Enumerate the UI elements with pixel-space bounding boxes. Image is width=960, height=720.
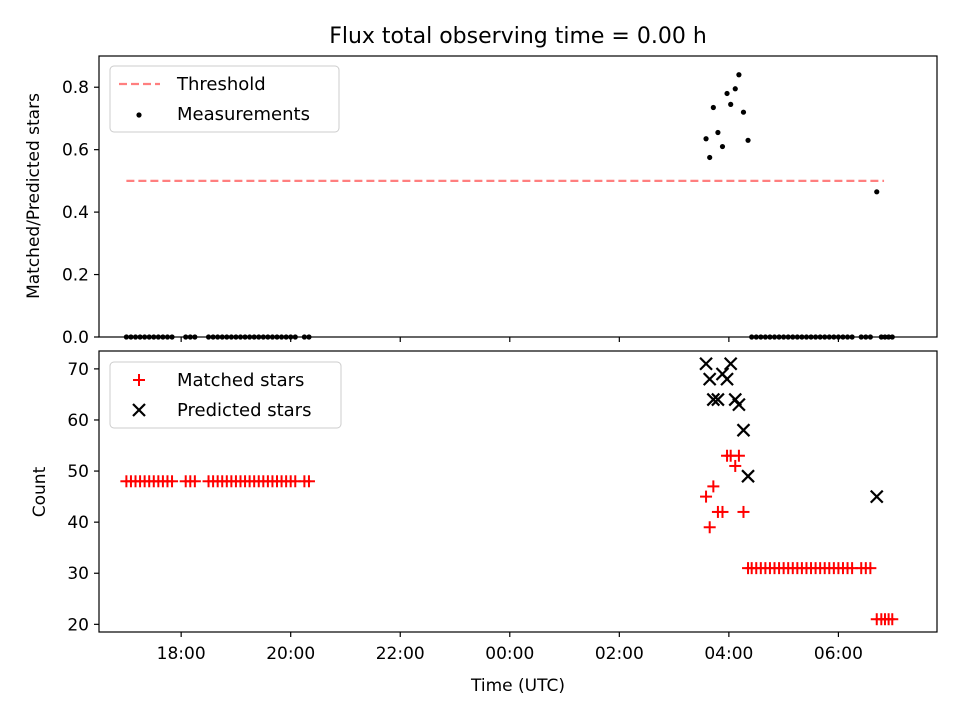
predicted-star-marker — [699, 356, 713, 371]
measurement-point — [736, 72, 742, 78]
matched-star-marker — [729, 459, 742, 472]
top-y-axis-label: Matched/Predicted stars — [24, 93, 44, 299]
matched-star-marker — [700, 490, 713, 503]
measurement-point — [707, 154, 713, 161]
bottom-y-axis-label: Count — [30, 466, 50, 517]
bottom-y-tick-label: 60 — [67, 411, 89, 431]
predicted-star-marker — [702, 372, 717, 386]
measurement-point — [732, 86, 738, 92]
top-y-tick-label: 0.4 — [62, 203, 89, 223]
matched-star-marker — [302, 475, 315, 488]
predicted-star-marker — [720, 372, 734, 386]
matched-star-marker — [166, 475, 179, 488]
top-legend-box — [109, 65, 340, 133]
bottom-series-matched-stars — [120, 449, 899, 626]
bottom-panel-plot: 20 30 40 50 60 70 18:00 20:00 22:00 00:00 02:00 04:… — [67, 350, 938, 664]
matched-star-marker — [732, 449, 745, 462]
measurement-point — [703, 136, 709, 142]
bottom-x-tick-label: 04:00 — [704, 644, 753, 664]
bottom-x-tick-label: 20:00 — [266, 644, 315, 664]
measurement-point — [710, 104, 716, 111]
legend-threshold-label: Threshold — [176, 74, 266, 95]
top-y-tick-label: 0.6 — [62, 141, 89, 161]
predicted-star-marker — [706, 392, 721, 407]
predicted-star-marker — [741, 469, 755, 483]
bottom-x-tick-label: 02:00 — [595, 644, 644, 664]
top-y-tick-label: 0.2 — [62, 266, 89, 286]
legend-matched-label: Matched stars — [177, 370, 304, 391]
legend-matched-swatch — [133, 374, 145, 386]
predicted-star-marker — [732, 397, 746, 412]
measurement-point — [724, 90, 730, 97]
predicted-star-marker — [736, 423, 751, 437]
bottom-y-tick-label: 20 — [67, 615, 89, 635]
matched-star-marker — [707, 480, 720, 493]
top-panel-plot: 0.0 0.2 0.4 0.6 0.8 — [62, 55, 938, 348]
bottom-legend: Matched stars Predicted stars — [109, 361, 342, 429]
legend-matched-marker — [133, 374, 145, 386]
predicted-star-marker — [869, 489, 884, 504]
legend-measurements-swatch — [136, 112, 142, 118]
measurement-point — [719, 143, 726, 150]
bottom-x-tick-label: 00:00 — [485, 644, 534, 664]
matched-star-marker — [886, 613, 899, 626]
top-axes-frame — [98, 55, 938, 338]
bottom-x-tick-label: 22:00 — [376, 644, 425, 664]
top-legend: Threshold Measurements — [109, 65, 340, 133]
matched-star-marker — [703, 521, 716, 534]
bottom-x-tick-label: 06:00 — [814, 644, 863, 664]
measurement-point — [740, 109, 747, 115]
bottom-x-tick-label: 18:00 — [157, 644, 206, 664]
chart-title: Flux total observing time = 0.00 h — [329, 24, 707, 49]
legend-predicted-label: Predicted stars — [177, 400, 311, 421]
measurement-point — [745, 137, 751, 143]
bottom-y-tick-label: 40 — [67, 513, 89, 533]
matched-star-marker — [864, 562, 877, 575]
bottom-axes-frame — [98, 350, 938, 633]
matched-star-marker — [188, 475, 201, 488]
bottom-y-tick-label: 30 — [67, 564, 89, 584]
matched-star-marker — [737, 505, 750, 518]
bottom-series-predicted-stars — [699, 356, 884, 504]
top-y-tick-label: 0.0 — [62, 328, 89, 348]
bottom-y-tick-label: 70 — [67, 360, 89, 380]
top-y-tick-label: 0.8 — [62, 78, 89, 98]
measurement-point — [874, 189, 880, 195]
predicted-star-marker — [711, 392, 725, 407]
bottom-y-tick-label: 50 — [67, 462, 89, 482]
legend-measurements-label: Measurements — [177, 104, 310, 125]
predicted-star-marker — [723, 356, 738, 371]
legend-predicted-marker — [132, 403, 146, 417]
measurement-point — [715, 129, 721, 136]
legend-predicted-swatch — [132, 403, 146, 417]
x-axis-label: Time (UTC) — [470, 676, 565, 696]
matched-star-marker — [716, 505, 729, 518]
bottom-legend-box — [109, 361, 342, 429]
measurement-point — [728, 101, 734, 107]
